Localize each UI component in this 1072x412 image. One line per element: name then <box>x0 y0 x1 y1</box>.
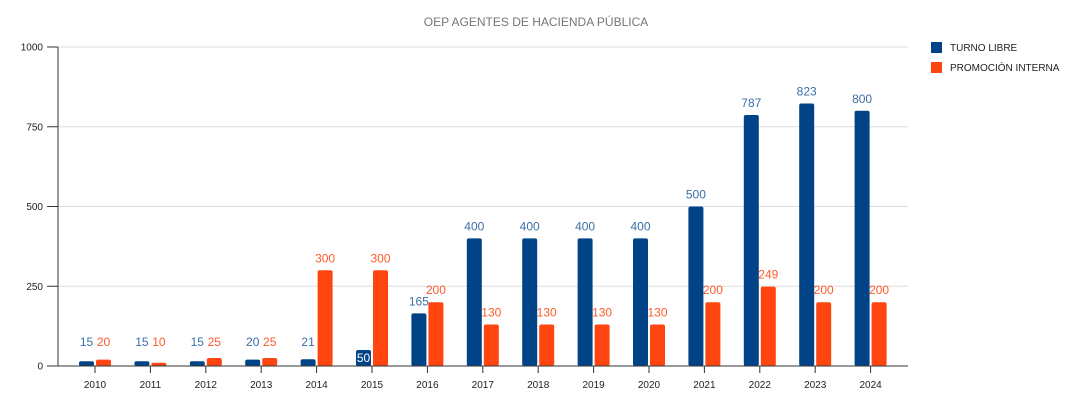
x-tick-label: 2021 <box>693 380 716 391</box>
data-label: 130 <box>481 306 501 320</box>
data-labels: 15 20 15 10 15 25 20 25 213005030016520040013040… <box>80 84 890 365</box>
bar-promocion-interna <box>871 302 887 366</box>
legend-label-promocion-interna: PROMOCIÓN INTERNA <box>950 61 1060 74</box>
data-label: 130 <box>647 306 667 320</box>
data-label: 787 <box>741 96 761 110</box>
data-label: 823 <box>797 84 817 98</box>
bar-promocion-interna <box>650 324 665 366</box>
data-label: 400 <box>575 219 595 233</box>
legend-swatch-turno-libre <box>931 42 942 53</box>
data-label: 20 <box>97 335 111 349</box>
data-label: 249 <box>758 268 778 282</box>
bar-promocion-interna <box>539 324 555 366</box>
data-label: 15 <box>191 335 205 349</box>
y-tick-label: 750 <box>26 122 43 133</box>
x-tick-label: 2011 <box>140 380 162 391</box>
bar-turno-libre <box>633 238 648 366</box>
bar-turno-libre <box>854 110 870 366</box>
bar-turno-libre <box>245 359 261 366</box>
bar-promocion-interna <box>705 302 721 366</box>
bars <box>79 103 887 367</box>
x-axis: 2010 2011 2012 2013 2014 2015 2016 2017 2018 2019… <box>58 365 908 391</box>
bar-promocion-interna <box>206 358 222 366</box>
data-label: 800 <box>852 92 872 106</box>
data-label: 165 <box>409 294 429 308</box>
data-label: 300 <box>370 251 390 265</box>
data-label: 20 <box>246 335 260 349</box>
bar-promocion-interna <box>760 286 776 366</box>
x-tick-label: 2015 <box>361 380 384 391</box>
data-label: 200 <box>814 283 834 297</box>
data-label: 400 <box>464 219 484 233</box>
bar-turno-libre <box>743 114 759 367</box>
legend-label-turno-libre: TURNO LIBRE <box>950 43 1018 54</box>
bar-turno-libre <box>356 350 371 366</box>
x-tick-label: 2013 <box>250 380 273 391</box>
x-tick-label: 2022 <box>749 380 772 391</box>
x-tick-label: 2024 <box>859 380 882 391</box>
data-label: 130 <box>592 306 612 320</box>
x-tick-label: 2019 <box>582 380 605 391</box>
data-label: 15 <box>80 335 94 349</box>
y-tick-label: 500 <box>26 202 43 213</box>
data-label: 500 <box>686 188 706 202</box>
x-tick-label: 2012 <box>195 380 218 391</box>
bar-turno-libre <box>799 103 815 366</box>
x-tick-label: 2017 <box>472 380 495 391</box>
x-tick-label: 2023 <box>804 380 827 391</box>
data-label: 25 <box>208 335 222 349</box>
bar-turno-libre <box>134 361 150 366</box>
x-tick-label: 2018 <box>527 380 550 391</box>
data-label: 400 <box>630 219 650 233</box>
x-tick-label: 2010 <box>84 380 107 391</box>
data-label: 200 <box>869 283 889 297</box>
bar-turno-libre <box>79 361 94 366</box>
data-label: 400 <box>520 219 540 233</box>
bar-turno-libre <box>577 238 593 366</box>
data-label: 300 <box>315 251 335 265</box>
y-tick-label: 1000 <box>21 43 44 54</box>
bar-promocion-interna <box>373 270 388 366</box>
bar-promocion-interna <box>317 270 333 366</box>
bar-turno-libre <box>189 361 205 366</box>
data-label: 21 <box>301 335 315 349</box>
bar-turno-libre <box>466 238 482 366</box>
bar-promocion-interna <box>483 324 499 366</box>
legend-swatch-promocion-interna <box>931 62 942 73</box>
data-label: 50 <box>357 351 371 365</box>
bar-promocion-interna <box>594 324 610 366</box>
y-tick-label: 0 <box>37 362 43 373</box>
data-label: 10 <box>152 335 166 349</box>
bar-turno-libre <box>522 238 538 366</box>
gridlines <box>58 46 908 287</box>
data-label: 25 <box>263 335 277 349</box>
x-tick-label: 2014 <box>305 380 328 391</box>
data-label: 200 <box>703 283 723 297</box>
x-tick-label: 2016 <box>416 380 439 391</box>
data-label: 15 <box>135 335 149 349</box>
bar-promocion-interna <box>151 362 167 366</box>
data-label: 200 <box>426 283 446 297</box>
bar-promocion-interna <box>262 358 278 366</box>
bar-promocion-interna <box>816 302 832 366</box>
bar-turno-libre <box>688 206 704 366</box>
bar-promocion-interna <box>428 302 444 366</box>
bar-turno-libre <box>300 359 316 366</box>
chart-title: OEP AGENTES DE HACIENDA PÚBLICA <box>424 14 649 29</box>
y-tick-label: 250 <box>26 282 43 293</box>
bar-turno-libre <box>411 313 427 366</box>
x-tick-label: 2020 <box>638 380 661 391</box>
data-label: 130 <box>537 306 557 320</box>
y-axis: 0 250 500 750 1000 <box>21 43 59 373</box>
bar-promocion-interna <box>96 359 111 366</box>
legend: TURNO LIBRE PROMOCIÓN INTERNA <box>931 42 1060 74</box>
